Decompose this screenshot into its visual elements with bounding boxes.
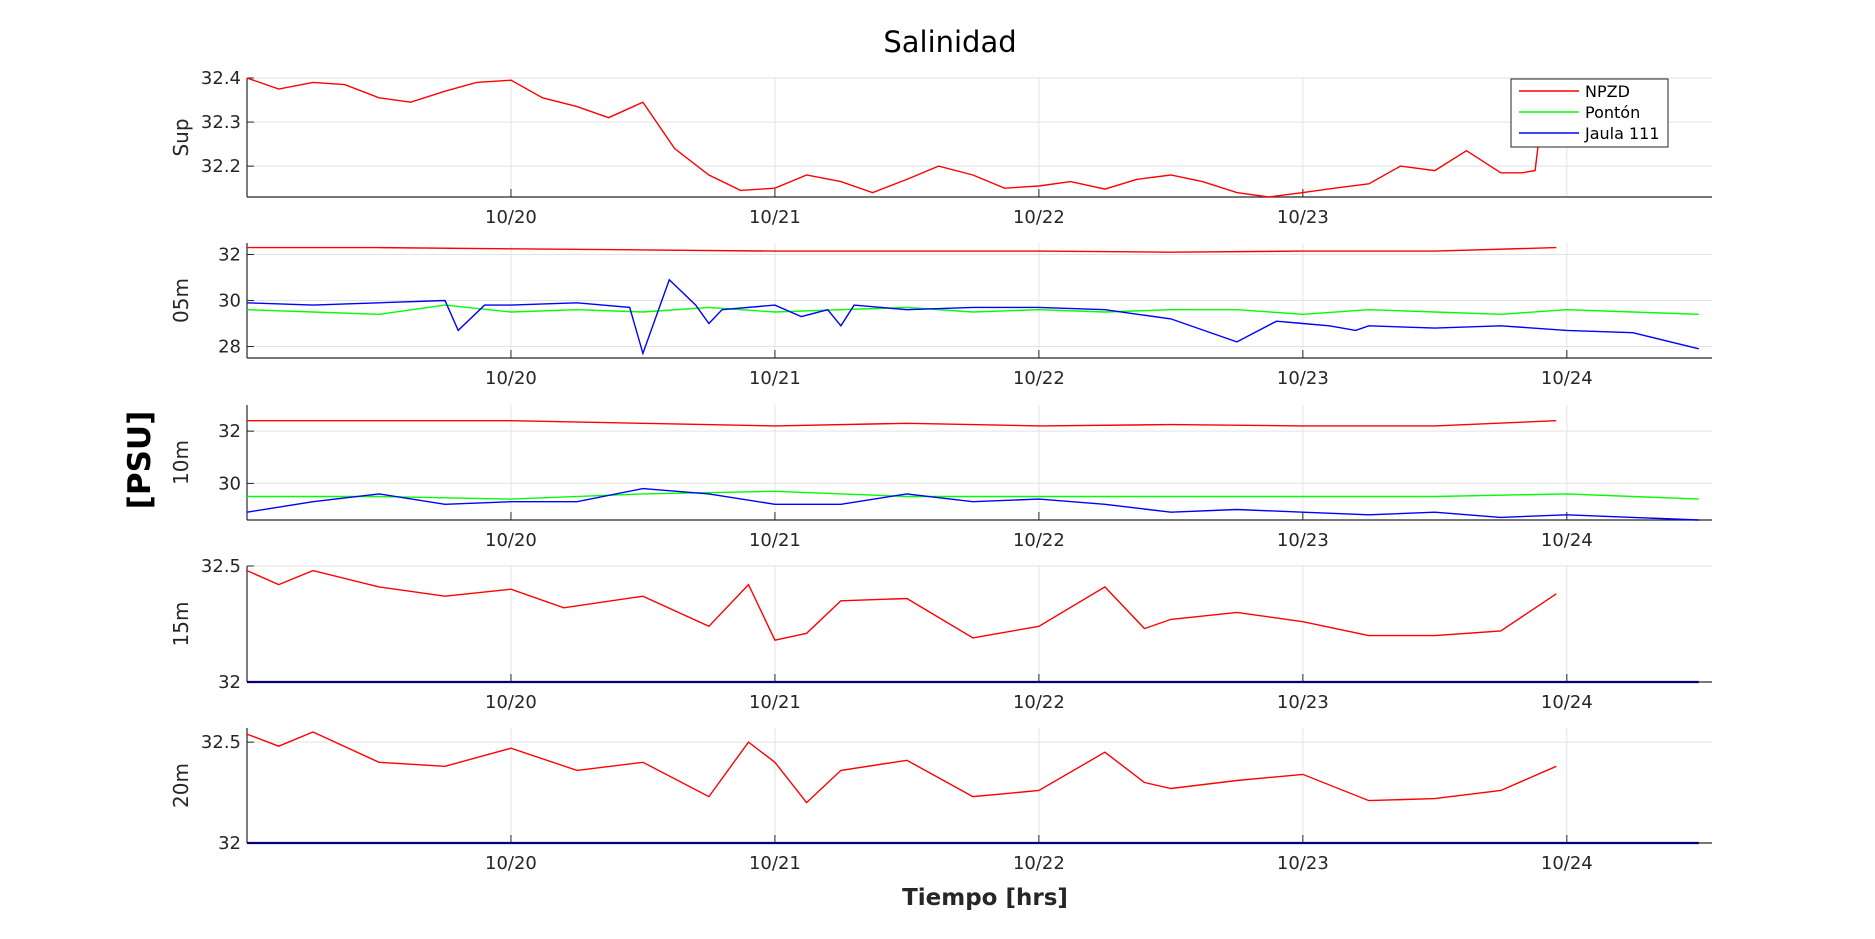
x-tick-label: 10/23 (1277, 853, 1329, 874)
series-line-npzd (247, 420, 1557, 427)
panels: 32.232.332.410/20 10/21 10/22 10/23Sup28303… (169, 68, 1712, 874)
panel-label: 15m (169, 602, 193, 647)
series-line-pontón (247, 490, 1699, 500)
panel-label: 20m (169, 763, 193, 808)
panel-Sup: 32.2 32.3 32.4 10/20 10/21 10/22 10/23 Sup (169, 68, 1712, 228)
x-tick-label: 10/24 (1541, 368, 1593, 389)
x-tick-label: 10/21 (749, 207, 801, 228)
series-line-npzd (247, 569, 1557, 642)
y-tick-label: 30 (218, 473, 241, 494)
x-axis-label: Tiempo [hrs] (902, 885, 1068, 911)
x-tick-label: 10/22 (1013, 368, 1065, 389)
series-line-pontón (247, 304, 1699, 316)
panel-15m: 32 32.5 10/20 10/21 10/22 10/23 10/24 15m (169, 556, 1712, 713)
x-tick-label: 10/20 (485, 853, 537, 874)
chart-title: Salinidad (883, 25, 1016, 59)
series-line-jaula-111 (247, 487, 1699, 521)
x-tick-label: 10/20 (485, 692, 537, 713)
x-tick-label: 10/24 (1541, 692, 1593, 713)
series-line-jaula-111 (247, 278, 1699, 356)
x-tick-label: 10/22 (1013, 692, 1065, 713)
x-tick-label: 10/20 (485, 530, 537, 551)
y-tick-label: 32.5 (201, 556, 241, 577)
series-line-npzd (247, 77, 1557, 198)
x-tick-label: 10/20 (485, 207, 537, 228)
y-tick-label: 32 (218, 833, 241, 854)
y-tick-label: 32.5 (201, 732, 241, 753)
x-tick-label: 10/23 (1277, 692, 1329, 713)
panel-10m: 30 32 10/20 10/21 10/22 10/23 10/24 10m (169, 405, 1712, 551)
x-tick-label: 10/23 (1277, 368, 1329, 389)
x-tick-label: 10/22 (1013, 853, 1065, 874)
x-tick-label: 10/23 (1277, 530, 1329, 551)
panel-05m: 28 30 32 10/20 10/21 10/22 10/23 10/24 05m (169, 243, 1712, 389)
legend-entry: NPZD (1585, 82, 1630, 101)
legend-entry: Pontón (1585, 103, 1640, 122)
series-line-npzd (247, 246, 1557, 253)
y-tick-label: 32 (218, 421, 241, 442)
y-tick-label: 32 (218, 245, 241, 266)
x-tick-label: 10/22 (1013, 207, 1065, 228)
legend: NPZD Pontón Jaula 111 (1510, 78, 1669, 148)
x-tick-label: 10/23 (1277, 207, 1329, 228)
x-tick-label: 10/20 (485, 368, 537, 389)
x-tick-label: 10/21 (749, 530, 801, 551)
y-tick-label: 30 (218, 291, 241, 312)
panel-label: 10m (169, 440, 193, 485)
y-tick-label: 32.2 (201, 156, 241, 177)
x-tick-label: 10/24 (1541, 530, 1593, 551)
x-tick-label: 10/21 (749, 853, 801, 874)
y-tick-label: 32 (218, 672, 241, 693)
series-line-npzd (247, 731, 1557, 804)
y-axis-label: [PSU] (122, 411, 158, 510)
x-tick-label: 10/21 (749, 368, 801, 389)
panel-label: 05m (169, 278, 193, 323)
panel-20m: 32 32.5 10/20 10/21 10/22 10/23 10/24 20m (169, 728, 1712, 874)
y-tick-label: 32.3 (201, 112, 241, 133)
y-tick-label: 32.4 (201, 68, 241, 89)
panel-label: Sup (169, 118, 193, 156)
x-tick-label: 10/24 (1541, 853, 1593, 874)
legend-entry: Jaula 111 (1584, 124, 1660, 143)
x-tick-label: 10/21 (749, 692, 801, 713)
x-tick-label: 10/22 (1013, 530, 1065, 551)
y-tick-label: 28 (218, 337, 241, 358)
